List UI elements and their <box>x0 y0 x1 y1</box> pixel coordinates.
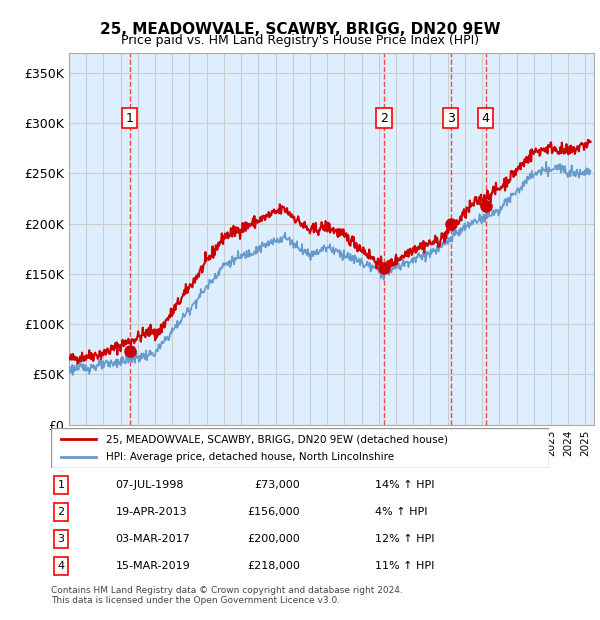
Text: 4: 4 <box>482 112 490 125</box>
Text: 1: 1 <box>125 112 134 125</box>
Text: £156,000: £156,000 <box>247 507 300 517</box>
Text: Contains HM Land Registry data © Crown copyright and database right 2024.
This d: Contains HM Land Registry data © Crown c… <box>51 586 403 605</box>
Text: 12% ↑ HPI: 12% ↑ HPI <box>374 534 434 544</box>
Text: 2: 2 <box>380 112 388 125</box>
Text: £73,000: £73,000 <box>254 480 300 490</box>
Text: HPI: Average price, detached house, North Lincolnshire: HPI: Average price, detached house, Nort… <box>106 452 394 462</box>
Text: 4% ↑ HPI: 4% ↑ HPI <box>374 507 427 517</box>
Text: 4: 4 <box>58 561 65 571</box>
Text: 1: 1 <box>58 480 64 490</box>
Text: 25, MEADOWVALE, SCAWBY, BRIGG, DN20 9EW (detached house): 25, MEADOWVALE, SCAWBY, BRIGG, DN20 9EW … <box>106 434 448 444</box>
Text: 14% ↑ HPI: 14% ↑ HPI <box>374 480 434 490</box>
FancyBboxPatch shape <box>51 428 549 468</box>
Text: £200,000: £200,000 <box>247 534 300 544</box>
Text: 15-MAR-2019: 15-MAR-2019 <box>116 561 190 571</box>
Text: 11% ↑ HPI: 11% ↑ HPI <box>374 561 434 571</box>
Text: 19-APR-2013: 19-APR-2013 <box>116 507 187 517</box>
Text: 3: 3 <box>58 534 64 544</box>
Text: 25, MEADOWVALE, SCAWBY, BRIGG, DN20 9EW: 25, MEADOWVALE, SCAWBY, BRIGG, DN20 9EW <box>100 22 500 37</box>
Text: 3: 3 <box>446 112 455 125</box>
Text: 07-JUL-1998: 07-JUL-1998 <box>116 480 184 490</box>
Text: Price paid vs. HM Land Registry's House Price Index (HPI): Price paid vs. HM Land Registry's House … <box>121 34 479 47</box>
Text: 2: 2 <box>58 507 65 517</box>
Text: 03-MAR-2017: 03-MAR-2017 <box>116 534 190 544</box>
Text: £218,000: £218,000 <box>247 561 300 571</box>
